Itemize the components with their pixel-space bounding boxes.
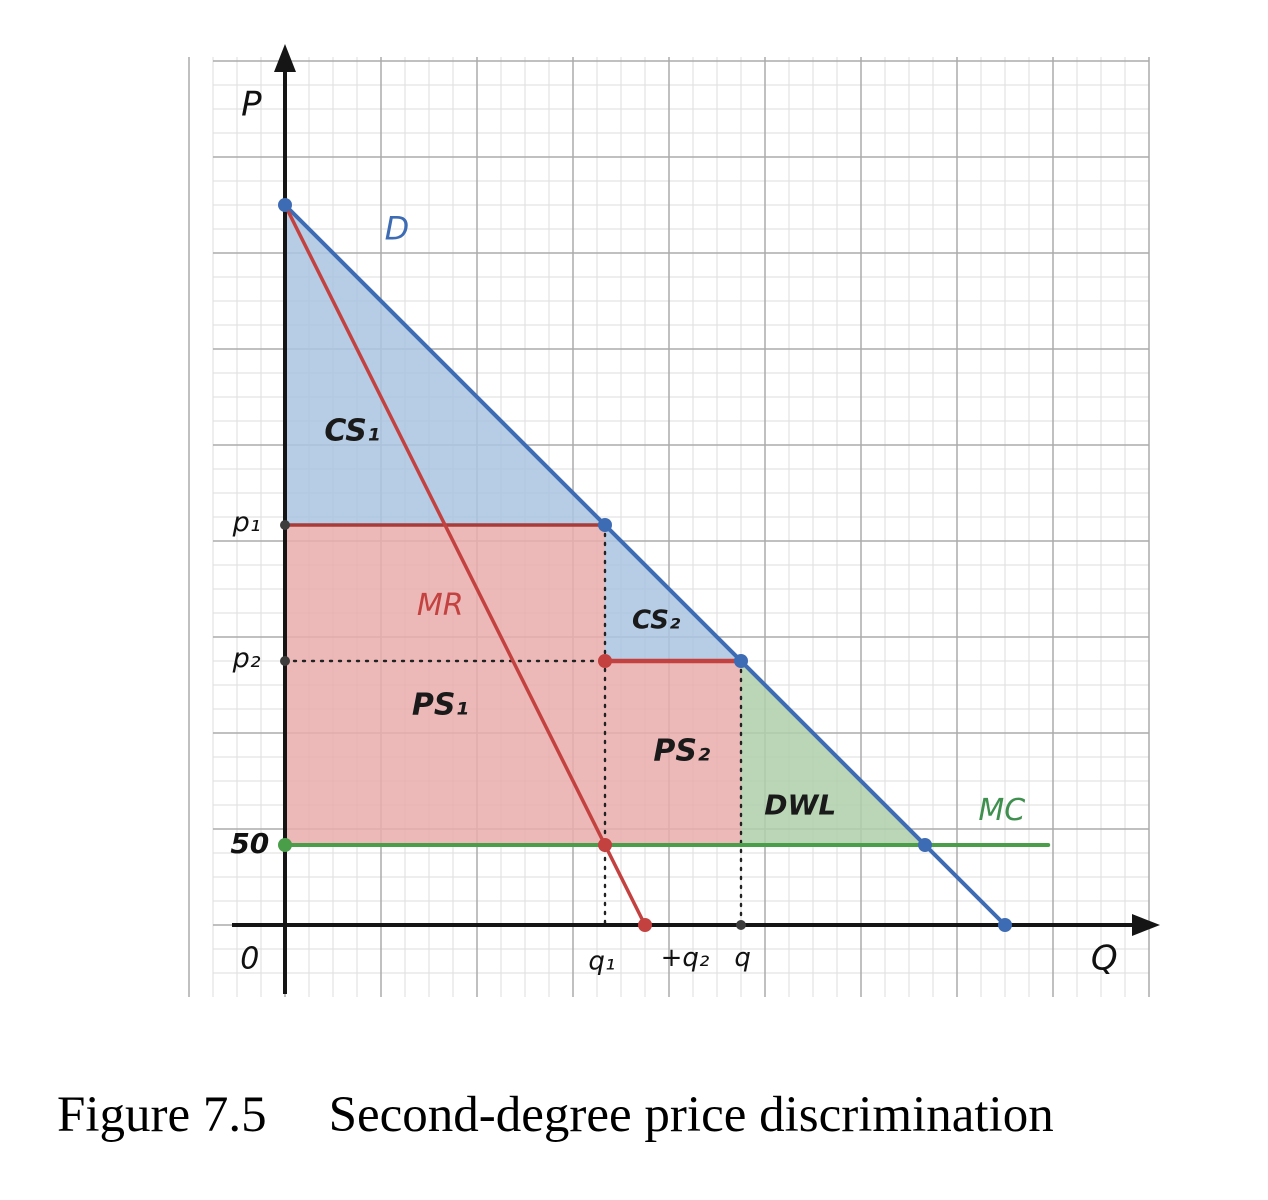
label-q-total: q xyxy=(734,943,751,973)
point-p1-on-axis xyxy=(280,520,290,530)
point-q1-p2 xyxy=(598,654,612,668)
label-cs2: CS₂ xyxy=(632,606,681,636)
label-p1: p₁ xyxy=(232,507,261,538)
label-dwl: DWL xyxy=(764,789,836,822)
label-q2: +q₂ xyxy=(661,943,710,973)
point-q-on-axis xyxy=(736,920,746,930)
point-demand-mc-cross xyxy=(918,838,932,852)
price-discrimination-chart: P Q 0 D CS₁ MR CS₂ p₁ p₂ PS₁ PS₂ DWL MC 50 q₁ +q₂ q xyxy=(188,44,1160,997)
y-axis-arrow-icon xyxy=(274,44,296,72)
point-mr-mc-cross xyxy=(598,838,612,852)
label-mc-value: 50 xyxy=(230,827,269,860)
point-mc-y-intercept xyxy=(278,838,292,852)
label-ps1: PS₁ xyxy=(412,687,469,722)
label-mr: MR xyxy=(417,588,464,623)
figure-caption-text: Second-degree price discrimination xyxy=(328,1087,1054,1143)
point-demand-x-intercept xyxy=(998,918,1012,932)
label-cs1: CS₁ xyxy=(324,414,380,449)
label-xlabel: Q xyxy=(1091,939,1118,979)
region-ps2 xyxy=(605,661,741,845)
region-ps1 xyxy=(285,525,605,845)
point-q1-p1 xyxy=(598,518,612,532)
point-q-p2 xyxy=(734,654,748,668)
series-mr-line xyxy=(283,203,647,927)
label-mc: MC xyxy=(978,793,1025,828)
x-axis-arrow-icon xyxy=(1132,914,1160,936)
point-mr-x-intercept xyxy=(638,918,652,932)
figure-caption-label: Figure 7.5 xyxy=(57,1087,267,1143)
label-ylabel: P xyxy=(241,84,262,124)
point-demand-y-intercept xyxy=(278,198,292,212)
label-ps2: PS₂ xyxy=(653,734,710,769)
label-origin: 0 xyxy=(240,942,259,977)
series-d-line xyxy=(283,203,1007,927)
label-p2: p₂ xyxy=(232,643,261,674)
figure-caption: Figure 7.5 Second-degree price discrimina… xyxy=(57,1086,1237,1144)
point-p2-on-axis xyxy=(280,656,290,666)
label-q1: q₁ xyxy=(588,946,615,976)
label-demand: D xyxy=(385,210,410,248)
